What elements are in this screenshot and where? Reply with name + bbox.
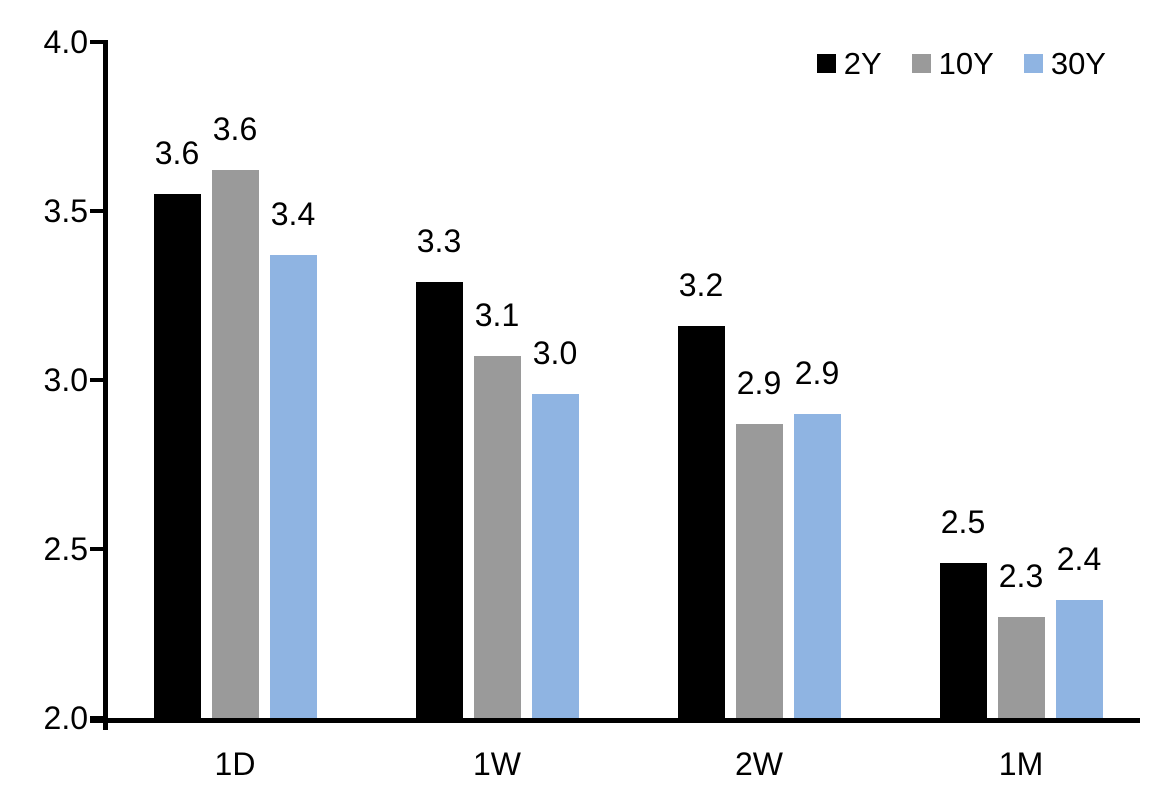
bar-10Y-1D	[211, 170, 259, 718]
legend-item-10Y: 10Y	[911, 46, 994, 81]
bar-value-label-2Y-2W: 3.2	[678, 266, 724, 303]
bar-value-label-10Y-1M: 2.3	[998, 557, 1044, 594]
legend: 2Y 10Y 30Y	[816, 46, 1106, 81]
x-category-label-1W: 1W	[473, 746, 521, 782]
y-tick-label: 2.0	[43, 700, 88, 736]
x-category-label-2W: 2W	[735, 746, 783, 782]
legend-label-2Y: 2Y	[843, 46, 882, 81]
bar-value-label-2Y-1M: 2.5	[940, 503, 986, 540]
y-tick-label: 3.5	[43, 193, 88, 229]
bar-2Y-1W	[415, 281, 463, 718]
y-tick	[90, 378, 108, 382]
y-tick-label: 3.0	[43, 362, 88, 398]
x-axis-origin-tick	[103, 718, 108, 730]
bar-value-label-10Y-2W: 2.9	[736, 364, 782, 401]
bar-value-label-2Y-1D: 3.6	[154, 135, 200, 172]
bar-2Y-1D	[153, 194, 201, 718]
y-tick-label: 2.5	[43, 531, 88, 567]
bar-10Y-1W	[473, 356, 521, 718]
bar-value-label-10Y-1W: 3.1	[474, 297, 520, 334]
bar-30Y-1M	[1055, 599, 1103, 718]
bar-30Y-1D	[269, 254, 317, 718]
legend-item-30Y: 30Y	[1023, 46, 1106, 81]
y-tick	[90, 716, 108, 720]
x-category-label-1D: 1D	[214, 746, 256, 782]
x-axis	[90, 718, 1140, 723]
legend-label-10Y: 10Y	[938, 46, 994, 81]
bar-value-label-30Y-1M: 2.4	[1056, 540, 1102, 577]
bar-value-label-30Y-1W: 3.0	[532, 334, 578, 371]
bar-2Y-2W	[677, 325, 725, 718]
bar-10Y-1M	[997, 616, 1045, 718]
bar-10Y-2W	[735, 423, 783, 718]
y-tick-label: 4.0	[43, 24, 88, 60]
legend-swatch-10Y	[911, 54, 931, 73]
bar-2Y-1M	[939, 562, 987, 718]
y-tick	[90, 40, 108, 44]
bar-30Y-2W	[793, 413, 841, 718]
x-category-label-1M: 1M	[998, 746, 1044, 782]
y-tick	[90, 209, 108, 213]
bar-value-label-30Y-2W: 2.9	[794, 354, 840, 391]
legend-item-2Y: 2Y	[816, 46, 882, 81]
bar-value-label-2Y-1W: 3.3	[416, 222, 462, 259]
bar-value-label-10Y-1D: 3.6	[212, 111, 258, 148]
legend-label-30Y: 30Y	[1050, 46, 1106, 81]
y-tick	[90, 547, 108, 551]
legend-swatch-30Y	[1023, 54, 1043, 73]
bar-30Y-1W	[531, 393, 579, 718]
legend-swatch-2Y	[816, 54, 836, 73]
bar-value-label-30Y-1D: 3.4	[270, 195, 316, 232]
